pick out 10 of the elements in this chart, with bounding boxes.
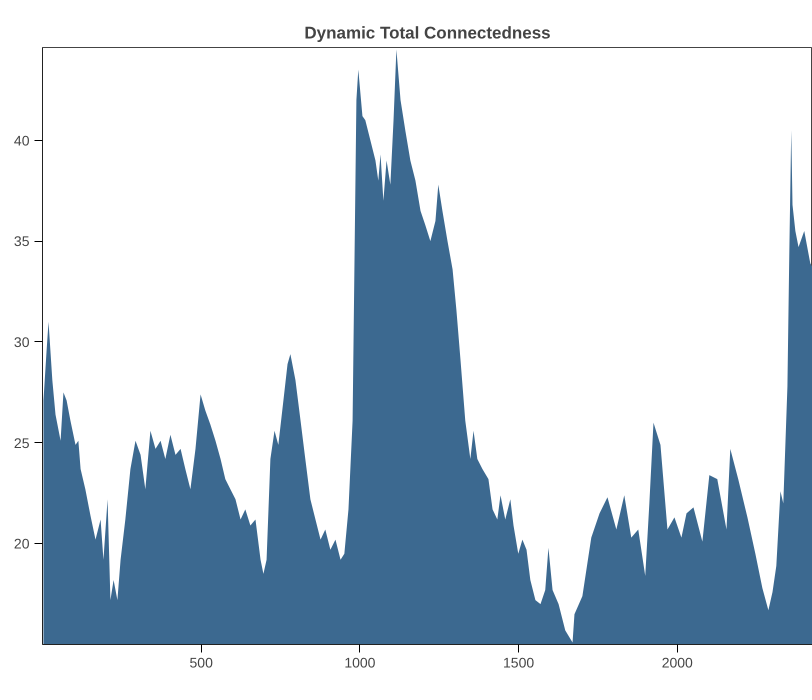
x-tick-label: 2000 <box>662 654 694 670</box>
y-tick-label: 40 <box>14 132 30 148</box>
y-tick-label: 25 <box>14 434 30 451</box>
x-tick-label: 1500 <box>503 654 534 670</box>
chart-title: Dynamic Total Connectedness <box>304 24 551 42</box>
x-tick-label: 1000 <box>344 654 376 670</box>
y-tick-label: 20 <box>14 536 30 552</box>
y-tick-label: 30 <box>14 334 30 350</box>
x-tick-label: 500 <box>190 654 214 670</box>
y-tick-label: 35 <box>14 233 30 250</box>
